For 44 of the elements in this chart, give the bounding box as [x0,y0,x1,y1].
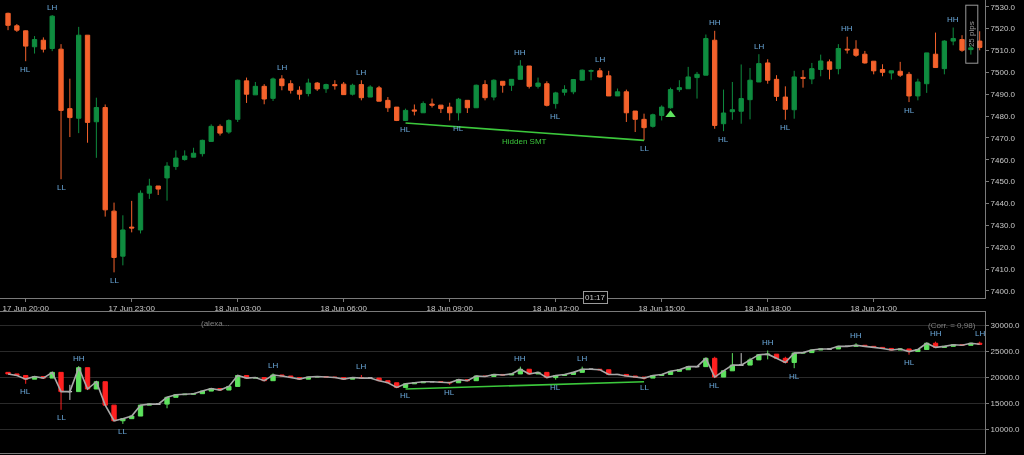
text: LL [57,183,66,192]
text: HH [709,18,721,27]
text: HH [841,24,853,33]
text: HL [20,65,31,74]
y-tick-label: 7470.0 [990,133,1016,143]
x-tick-label: 18 Jun 03:00 [214,304,262,314]
x-tick-label: 17 Jun 20:00 [2,304,50,314]
text: LH [754,42,765,51]
y-tick-label: 7530.0 [990,2,1016,12]
x-tick-label: 17 Jun 23:00 [108,304,156,314]
text: HL [550,112,561,121]
x-tick-label: 18 Jun 15:00 [638,304,686,314]
y-tick-label: 7430.0 [990,221,1016,231]
text: LH [595,55,606,64]
annotation: 25 pips [967,21,977,48]
text: HH [514,48,526,57]
text: LH [277,63,288,72]
x-tick-label: 18 Jun 12:00 [532,304,580,314]
x-tick-label: 18 Jun 09:00 [426,304,474,314]
y-tick-label: 7410.0 [990,264,1016,274]
series-label: Hidden SMT [502,137,547,146]
text: HH [947,15,959,24]
y-tick-label: 7500.0 [990,68,1016,78]
y-tick-label: 7450.0 [990,177,1016,187]
text: LL [110,276,119,285]
y-tick-label: 7420.0 [990,243,1016,253]
x-tick-label: 18 Jun 06:00 [320,304,368,314]
text: HL [718,135,729,144]
y-tick-label: 7400.0 [990,286,1016,296]
text: LL [640,144,649,153]
y-tick-label: 7440.0 [990,199,1016,209]
y-tick-label: 7510.0 [990,46,1016,56]
text: HL [400,125,411,134]
y-tick-label: 7480.0 [990,111,1016,121]
x-tick-label: 18 Jun 18:00 [744,304,792,314]
text: LH [356,68,367,77]
text: LH [47,3,58,12]
y-tick-label: 7520.0 [990,24,1016,34]
text: HL [780,123,791,132]
y-tick-label: 7460.0 [990,155,1016,165]
y-tick-label: 7490.0 [990,90,1016,100]
text: HL [904,106,915,115]
annotation: 01:17 [585,293,606,302]
x-tick-label: 18 Jun 21:00 [850,304,898,314]
